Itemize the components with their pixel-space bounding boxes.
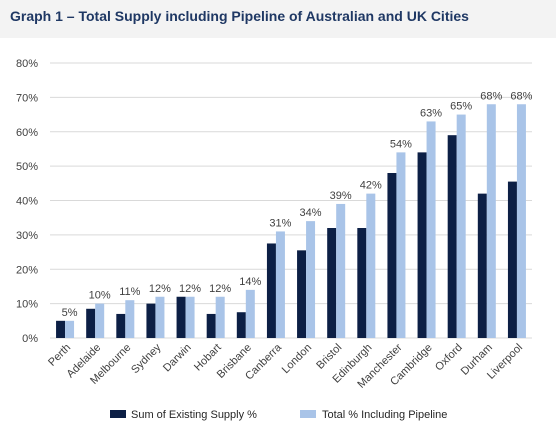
data-label-london: 34% bbox=[300, 207, 322, 219]
data-label-manchester: 54% bbox=[390, 138, 412, 150]
bar-total-melbourne bbox=[125, 300, 135, 338]
legend-total-swatch bbox=[300, 410, 316, 418]
data-label-durham: 68% bbox=[480, 90, 502, 102]
data-label-liverpool: 68% bbox=[510, 90, 532, 102]
data-label-edinburgh: 42% bbox=[360, 180, 382, 192]
bar-existing-oxford bbox=[447, 135, 457, 338]
bar-existing-edinburgh bbox=[357, 228, 367, 338]
bar-existing-brisbane bbox=[236, 312, 246, 338]
bar-total-bristol bbox=[336, 203, 346, 338]
x-tick-label-london: London bbox=[280, 342, 314, 376]
legend-total-label: Total % Including Pipeline bbox=[322, 409, 447, 421]
legend-existing-swatch bbox=[110, 410, 126, 418]
data-label-perth: 5% bbox=[62, 307, 78, 319]
bar-existing-perth bbox=[56, 320, 66, 338]
data-label-brisbane: 14% bbox=[239, 276, 261, 288]
bar-total-darwin bbox=[185, 296, 195, 338]
data-label-bristol: 39% bbox=[330, 190, 352, 202]
chart-title: Graph 1 – Total Supply including Pipelin… bbox=[10, 8, 469, 24]
bar-total-durham bbox=[486, 104, 496, 338]
bar-existing-durham bbox=[477, 193, 487, 338]
bar-existing-adelaide bbox=[86, 308, 96, 338]
x-tick-label-sydney: Sydney bbox=[129, 341, 164, 376]
y-tick-label-0: 0% bbox=[22, 333, 38, 345]
bar-existing-cambridge bbox=[417, 152, 427, 338]
y-tick-label-6: 60% bbox=[16, 127, 38, 139]
bar-existing-sydney bbox=[146, 303, 156, 338]
bar-total-perth bbox=[65, 320, 75, 338]
bar-total-hobart bbox=[215, 296, 225, 338]
bar-existing-bristol bbox=[327, 228, 337, 338]
data-label-melbourne: 11% bbox=[119, 286, 140, 298]
y-tick-label-4: 40% bbox=[16, 196, 38, 208]
data-label-cambridge: 63% bbox=[420, 107, 442, 119]
bar-existing-manchester bbox=[387, 173, 397, 338]
bar-total-edinburgh bbox=[366, 193, 376, 338]
data-label-hobart: 12% bbox=[209, 283, 231, 295]
bar-existing-london bbox=[297, 250, 307, 338]
data-label-adelaide: 10% bbox=[89, 290, 111, 302]
data-label-sydney: 12% bbox=[149, 283, 171, 295]
bar-existing-hobart bbox=[206, 313, 216, 338]
bar-existing-liverpool bbox=[507, 181, 517, 338]
bar-total-manchester bbox=[396, 152, 406, 338]
bar-total-oxford bbox=[456, 114, 466, 338]
data-label-oxford: 65% bbox=[450, 101, 472, 113]
bar-chart: 0%10%20%30%40%50%60%70%80%5%Perth10%Adel… bbox=[16, 58, 533, 421]
bar-total-liverpool bbox=[516, 104, 526, 338]
plot-card: 0% 10% 20% 30% 40% 50% 60% 70% 80% 5% Perth 10% Adel… bbox=[0, 38, 556, 436]
bar-existing-canberra bbox=[266, 243, 276, 338]
data-label-canberra: 31% bbox=[269, 217, 291, 229]
bar-existing-darwin bbox=[176, 296, 186, 338]
bar-total-cambridge bbox=[426, 121, 436, 338]
bar-total-canberra bbox=[275, 231, 285, 338]
legend-existing-label: Sum of Existing Supply % bbox=[131, 409, 257, 421]
y-tick-label-1: 10% bbox=[16, 299, 38, 311]
bar-existing-melbourne bbox=[116, 313, 126, 338]
bar-total-adelaide bbox=[95, 303, 105, 338]
y-tick-label-2: 20% bbox=[16, 264, 38, 276]
bar-total-brisbane bbox=[245, 289, 255, 338]
bar-total-london bbox=[306, 221, 316, 338]
data-label-darwin: 12% bbox=[179, 283, 201, 295]
y-tick-label-8: 80% bbox=[16, 58, 38, 70]
x-tick-label-perth: Perth bbox=[46, 342, 73, 369]
y-tick-label-7: 70% bbox=[16, 92, 38, 104]
x-tick-label-darwin: Darwin bbox=[161, 342, 194, 375]
y-tick-label-5: 50% bbox=[16, 161, 38, 173]
y-tick-label-3: 30% bbox=[16, 230, 38, 242]
bar-total-sydney bbox=[155, 296, 165, 338]
